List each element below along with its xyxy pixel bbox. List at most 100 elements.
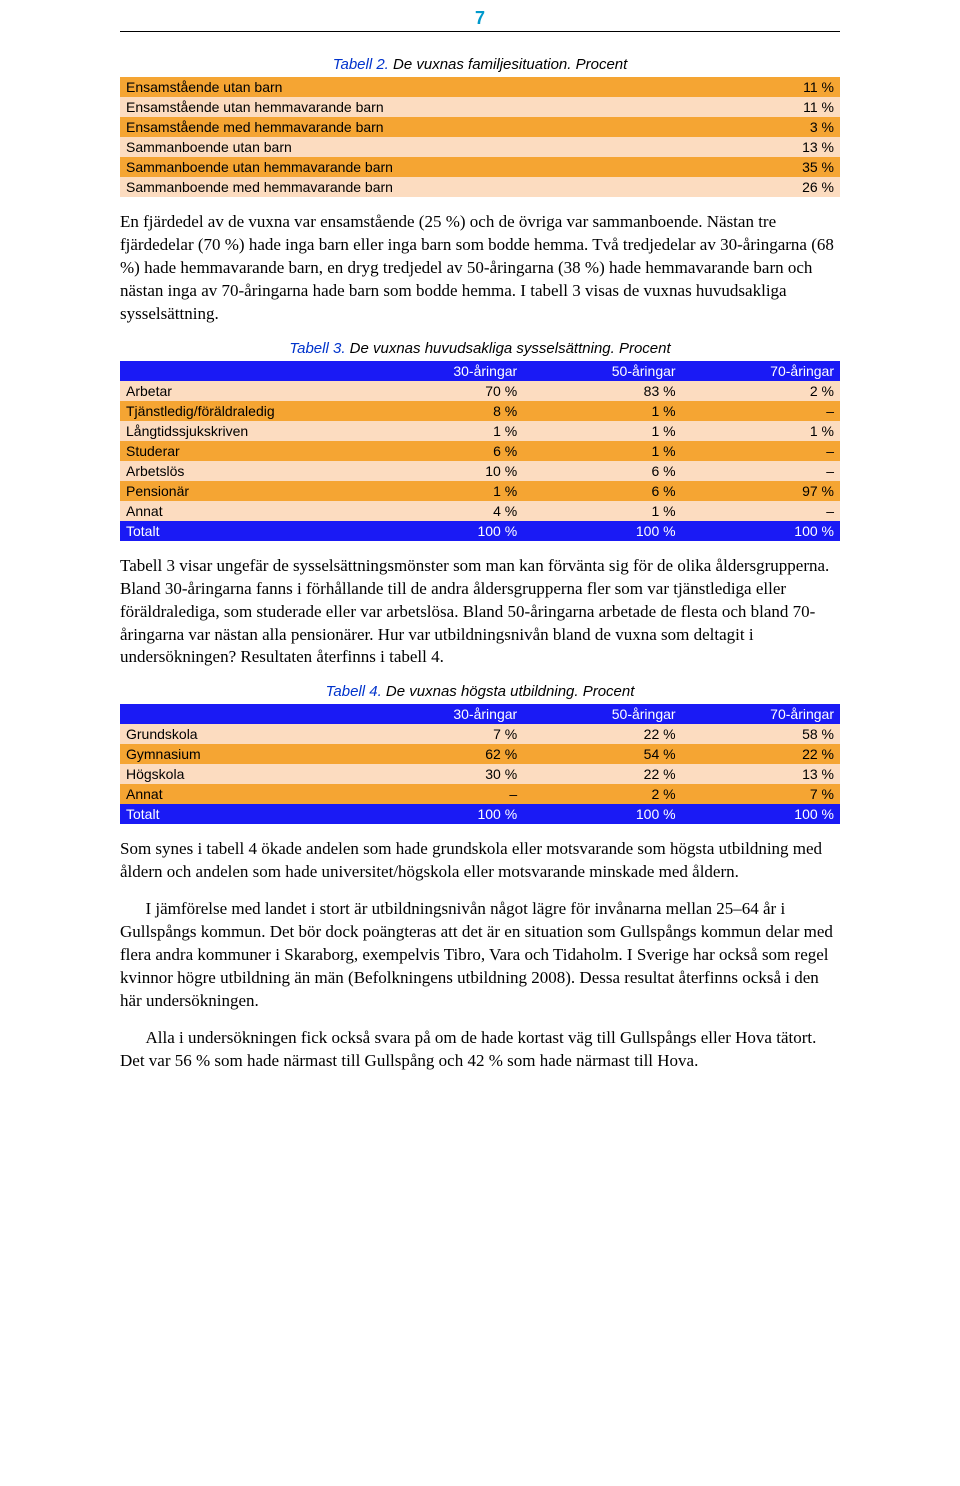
table4-cell-c1: 30 %	[365, 764, 523, 784]
table3-cell-c3: –	[682, 461, 840, 481]
table2-row-label: Ensamstående med hemmavarande barn	[120, 117, 624, 137]
table3-header-row: 30-åringar 50-åringar 70-åringar	[120, 361, 840, 381]
table2-row-value: 26 %	[624, 177, 840, 197]
table4-total-c2: 100 %	[523, 804, 681, 824]
table2-caption: Tabell 2. De vuxnas familjesituation. Pr…	[120, 56, 840, 73]
table3: 30-åringar 50-åringar 70-åringar Arbetar…	[120, 361, 840, 541]
table3-cell-label: Långtidssjukskriven	[120, 421, 365, 441]
table3-cell-c2: 1 %	[523, 401, 681, 421]
table2-row: Ensamstående utan barn11 %	[120, 77, 840, 97]
table3-cell-label: Tjänstledig/föräldraledig	[120, 401, 365, 421]
table3-cell-c2: 6 %	[523, 461, 681, 481]
table4-cell-c2: 54 %	[523, 744, 681, 764]
table4-cell-c1: 62 %	[365, 744, 523, 764]
table2-caption-rest: De vuxnas familjesituation. Procent	[389, 56, 627, 73]
table3-cell-c1: 10 %	[365, 461, 523, 481]
table3-cell-c3: 97 %	[682, 481, 840, 501]
table3-cell-c2: 6 %	[523, 481, 681, 501]
table3-h0	[120, 361, 365, 381]
table3-row: Pensionär1 %6 %97 %	[120, 481, 840, 501]
table4: 30-åringar 50-åringar 70-åringar Grundsk…	[120, 704, 840, 824]
table2-row-value: 13 %	[624, 137, 840, 157]
table3-h3: 70-åringar	[682, 361, 840, 381]
table3-cell-c2: 1 %	[523, 501, 681, 521]
table2-row: Sammanboende utan barn13 %	[120, 137, 840, 157]
table3-cell-c2: 1 %	[523, 441, 681, 461]
table3-row: Studerar6 %1 %–	[120, 441, 840, 461]
table2-row-value: 35 %	[624, 157, 840, 177]
table3-cell-label: Arbetslös	[120, 461, 365, 481]
table4-h3: 70-åringar	[682, 704, 840, 724]
top-rule	[120, 31, 840, 32]
table4-caption-rest: De vuxnas högsta utbildning. Procent	[382, 683, 635, 700]
table4-cell-c2: 2 %	[523, 784, 681, 804]
table4-h0	[120, 704, 365, 724]
table3-row: Långtidssjukskriven1 %1 %1 %	[120, 421, 840, 441]
table2-row: Sammanboende med hemmavarande barn26 %	[120, 177, 840, 197]
table3-cell-c1: 70 %	[365, 381, 523, 401]
table4-row: Högskola30 %22 %13 %	[120, 764, 840, 784]
table3-total-row: Totalt 100 % 100 % 100 %	[120, 521, 840, 541]
table2-row: Ensamstående utan hemmavarande barn11 %	[120, 97, 840, 117]
table2: Ensamstående utan barn11 %Ensamstående u…	[120, 77, 840, 197]
table4-caption: Tabell 4. De vuxnas högsta utbildning. P…	[120, 683, 840, 700]
table4-cell-label: Grundskola	[120, 724, 365, 744]
table4-header-row: 30-åringar 50-åringar 70-åringar	[120, 704, 840, 724]
page-container: 7 Tabell 2. De vuxnas familjesituation. …	[0, 0, 960, 1147]
table3-cell-c3: 2 %	[682, 381, 840, 401]
table3-row: Arbetslös10 %6 %–	[120, 461, 840, 481]
table2-row-value: 11 %	[624, 97, 840, 117]
table3-cell-c3: –	[682, 441, 840, 461]
table4-cell-label: Gymnasium	[120, 744, 365, 764]
table4-cell-c3: 58 %	[682, 724, 840, 744]
page-number: 7	[120, 0, 840, 31]
table2-row-value: 11 %	[624, 77, 840, 97]
table3-cell-c3: 1 %	[682, 421, 840, 441]
table3-row: Annat4 %1 %–	[120, 501, 840, 521]
table2-row: Sammanboende utan hemmavarande barn35 %	[120, 157, 840, 177]
table2-row-label: Sammanboende utan hemmavarande barn	[120, 157, 624, 177]
table3-total-c3: 100 %	[682, 521, 840, 541]
table4-cell-label: Högskola	[120, 764, 365, 784]
table4-cell-c3: 13 %	[682, 764, 840, 784]
table4-cell-c1: –	[365, 784, 523, 804]
table2-row-label: Ensamstående utan barn	[120, 77, 624, 97]
table2-caption-lead: Tabell 2.	[333, 56, 389, 73]
table3-row: Tjänstledig/föräldraledig8 %1 %–	[120, 401, 840, 421]
table4-total-label: Totalt	[120, 804, 365, 824]
table3-total-label: Totalt	[120, 521, 365, 541]
table3-cell-label: Pensionär	[120, 481, 365, 501]
table3-cell-c1: 4 %	[365, 501, 523, 521]
table3-cell-c1: 1 %	[365, 421, 523, 441]
table3-cell-label: Arbetar	[120, 381, 365, 401]
paragraph-2: Tabell 3 visar ungefär de sysselsättning…	[120, 555, 840, 670]
table4-h1: 30-åringar	[365, 704, 523, 724]
table4-row: Gymnasium62 %54 %22 %	[120, 744, 840, 764]
table4-row: Grundskola7 %22 %58 %	[120, 724, 840, 744]
table3-cell-label: Annat	[120, 501, 365, 521]
table3-cell-c3: –	[682, 401, 840, 421]
table3-caption-rest: De vuxnas huvudsakliga sysselsättning. P…	[345, 340, 670, 357]
table3-cell-label: Studerar	[120, 441, 365, 461]
table4-cell-c2: 22 %	[523, 764, 681, 784]
paragraph-4: I jämförelse med landet i stort är utbil…	[120, 898, 840, 1013]
table4-row: Annat–2 %7 %	[120, 784, 840, 804]
table2-row-label: Sammanboende utan barn	[120, 137, 624, 157]
table3-cell-c3: –	[682, 501, 840, 521]
table3-row: Arbetar70 %83 %2 %	[120, 381, 840, 401]
table3-total-c2: 100 %	[523, 521, 681, 541]
paragraph-3: Som synes i tabell 4 ökade andelen som h…	[120, 838, 840, 884]
table3-h2: 50-åringar	[523, 361, 681, 381]
table4-caption-lead: Tabell 4.	[326, 683, 382, 700]
table4-h2: 50-åringar	[523, 704, 681, 724]
table3-cell-c1: 8 %	[365, 401, 523, 421]
table3-cell-c1: 6 %	[365, 441, 523, 461]
table2-row-label: Ensamstående utan hemmavarande barn	[120, 97, 624, 117]
table3-h1: 30-åringar	[365, 361, 523, 381]
table3-caption: Tabell 3. De vuxnas huvudsakliga syssels…	[120, 340, 840, 357]
table2-row: Ensamstående med hemmavarande barn3 %	[120, 117, 840, 137]
table3-total-c1: 100 %	[365, 521, 523, 541]
table4-total-c3: 100 %	[682, 804, 840, 824]
table3-cell-c1: 1 %	[365, 481, 523, 501]
table4-cell-c3: 7 %	[682, 784, 840, 804]
